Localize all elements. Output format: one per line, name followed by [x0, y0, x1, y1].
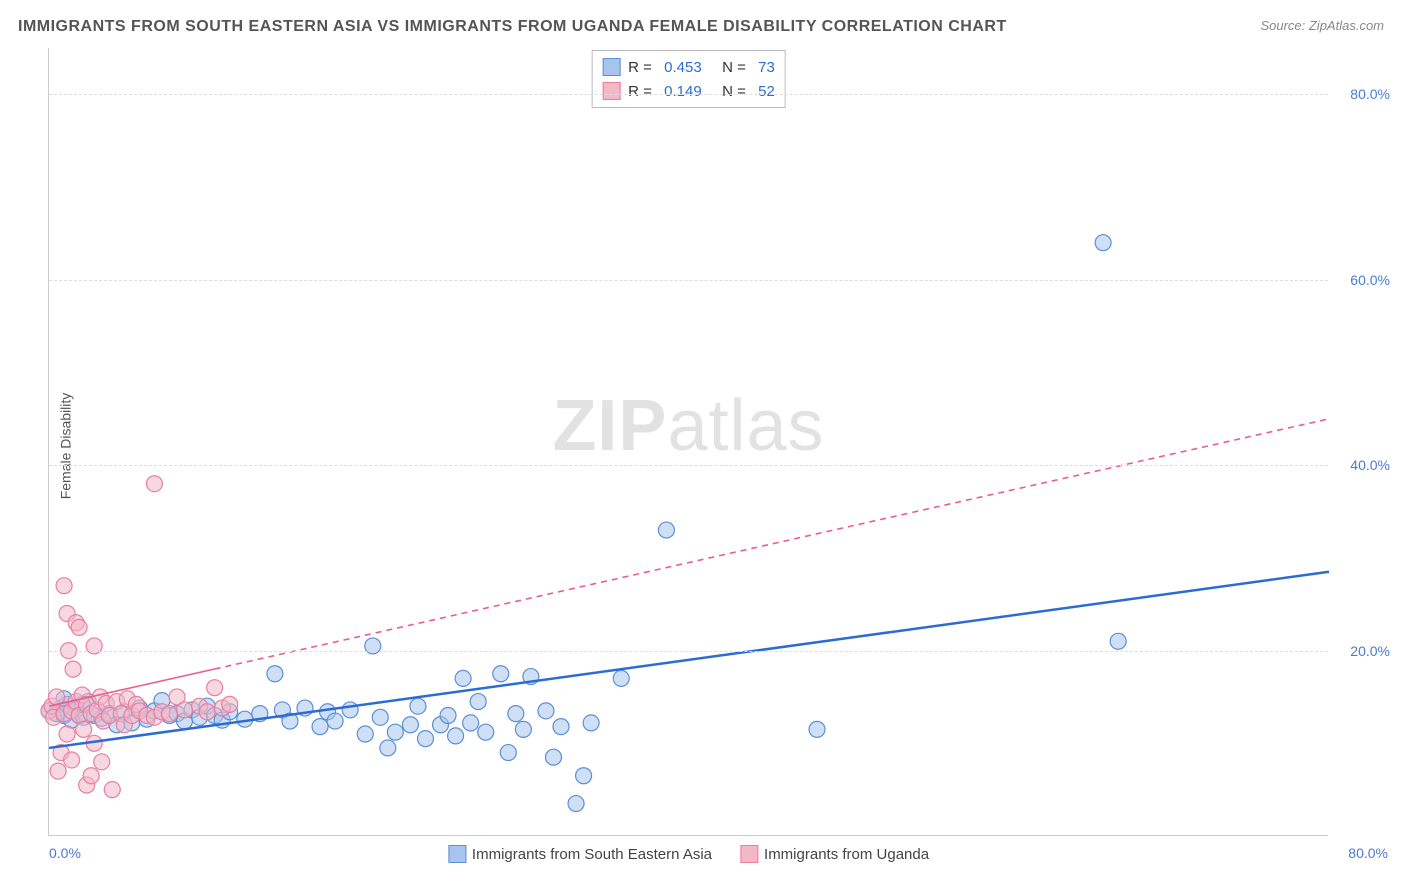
legend-item: Immigrants from Uganda [740, 845, 929, 863]
data-point [387, 724, 403, 740]
data-point [222, 696, 238, 712]
data-point [417, 731, 433, 747]
data-point [76, 721, 92, 737]
x-tick-min: 0.0% [49, 845, 81, 861]
legend-item: Immigrants from South Eastern Asia [448, 845, 712, 863]
data-point [515, 721, 531, 737]
y-tick-label: 20.0% [1350, 643, 1390, 659]
data-point [500, 745, 516, 761]
y-tick-label: 60.0% [1350, 272, 1390, 288]
data-point [71, 619, 87, 635]
trend-line [215, 419, 1329, 669]
data-point [1110, 633, 1126, 649]
trend-line [49, 572, 1329, 748]
gridline [49, 465, 1328, 466]
data-point [583, 715, 599, 731]
gridline [49, 651, 1328, 652]
data-point [161, 706, 177, 722]
data-point [1095, 235, 1111, 251]
plot-area: ZIPatlas R = 0.453 N = 73 R = 0.149 N = … [48, 48, 1328, 836]
data-point [493, 666, 509, 682]
data-point [146, 476, 162, 492]
data-point [553, 719, 569, 735]
source-label: Source: ZipAtlas.com [1260, 18, 1384, 33]
data-point [50, 763, 66, 779]
data-point [448, 728, 464, 744]
data-point [455, 670, 471, 686]
data-point [59, 726, 75, 742]
swatch-series-a [448, 845, 466, 863]
data-point [342, 702, 358, 718]
data-point [83, 768, 99, 784]
data-point [440, 707, 456, 723]
data-point [463, 715, 479, 731]
data-point [410, 698, 426, 714]
data-point [478, 724, 494, 740]
data-point [372, 709, 388, 725]
data-point [94, 754, 110, 770]
data-point [658, 522, 674, 538]
data-point [576, 768, 592, 784]
data-point [357, 726, 373, 742]
data-point [207, 680, 223, 696]
data-point [312, 719, 328, 735]
data-point [327, 713, 343, 729]
data-point [470, 694, 486, 710]
data-point [508, 706, 524, 722]
data-point [809, 721, 825, 737]
data-point [56, 578, 72, 594]
legend-item-label: Immigrants from Uganda [764, 846, 929, 863]
gridline [49, 280, 1328, 281]
gridline [49, 94, 1328, 95]
data-point [613, 670, 629, 686]
x-tick-max: 80.0% [1348, 845, 1388, 861]
data-point [64, 752, 80, 768]
data-point [380, 740, 396, 756]
data-point [538, 703, 554, 719]
chart-title: IMMIGRANTS FROM SOUTH EASTERN ASIA VS IM… [18, 18, 1007, 36]
scatter-svg [49, 48, 1328, 835]
data-point [65, 661, 81, 677]
y-tick-label: 80.0% [1350, 86, 1390, 102]
legend-bottom: Immigrants from South Eastern Asia Immig… [448, 845, 929, 863]
data-point [402, 717, 418, 733]
data-point [177, 702, 193, 718]
swatch-series-b [740, 845, 758, 863]
data-point [568, 796, 584, 812]
legend-item-label: Immigrants from South Eastern Asia [472, 846, 712, 863]
data-point [545, 749, 561, 765]
data-point [267, 666, 283, 682]
data-point [199, 704, 215, 720]
data-point [104, 782, 120, 798]
y-tick-label: 40.0% [1350, 457, 1390, 473]
